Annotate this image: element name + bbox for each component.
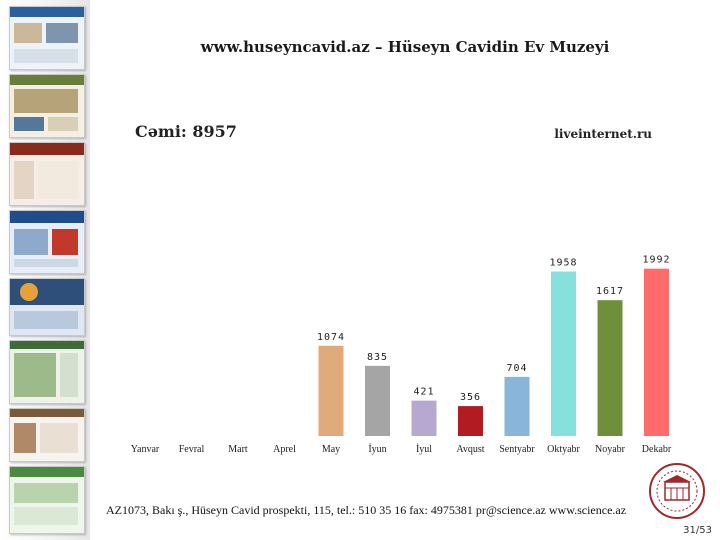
bar-6 — [365, 365, 390, 436]
category-label-3: Mart — [228, 444, 248, 455]
data-label-11: 1617 — [596, 286, 624, 297]
thumbnail-4 — [9, 210, 85, 274]
category-label-8: Avqust — [456, 444, 484, 455]
category-label-6: İyun — [368, 443, 386, 455]
total-count: Cəmi: 8957 — [135, 122, 237, 141]
thumbnail-7 — [9, 408, 85, 462]
footer-address: AZ1073, Bakı ş., Hüseyn Cavid prospekti,… — [106, 503, 627, 517]
thumbnail-1 — [9, 6, 85, 70]
data-label-10: 1958 — [549, 258, 577, 269]
category-label-1: Yanvar — [131, 444, 160, 455]
bar-12 — [644, 268, 669, 436]
category-label-10: Oktyabr — [547, 444, 580, 455]
bar-8 — [458, 406, 483, 436]
data-label-8: 356 — [460, 392, 481, 403]
data-label-12: 1992 — [642, 255, 670, 266]
category-label-11: Noyabr — [595, 444, 626, 455]
page-number: 31/53 — [683, 525, 712, 536]
academy-seal-icon — [649, 463, 705, 519]
bar-7 — [411, 400, 437, 436]
category-label-2: Fevral — [179, 444, 205, 455]
data-label-6: 835 — [367, 352, 388, 363]
thumbnail-5 — [9, 278, 85, 336]
thumbnail-6 — [9, 340, 85, 404]
thumbnail-2 — [9, 74, 85, 138]
bar-5 — [318, 345, 344, 436]
category-label-4: Aprel — [273, 444, 296, 455]
bar-9 — [504, 376, 530, 436]
category-label-5: May — [322, 444, 340, 455]
data-label-7: 421 — [413, 387, 434, 398]
thumbnail-8 — [9, 466, 85, 534]
thumbnail-3 — [9, 142, 85, 206]
thumbnail-sidebar — [0, 0, 90, 540]
source-label: liveinternet.ru — [554, 127, 652, 141]
category-label-9: Sentyabr — [499, 444, 535, 455]
data-label-9: 704 — [506, 363, 527, 374]
bar-10 — [551, 271, 576, 436]
bar-11 — [597, 300, 623, 436]
page-title: www.huseyncavid.az – Hüseyn Cavidin Ev M… — [200, 38, 610, 56]
category-label-7: İyul — [416, 443, 432, 455]
category-label-12: Dekabr — [642, 444, 672, 455]
data-label-5: 1074 — [317, 332, 345, 343]
